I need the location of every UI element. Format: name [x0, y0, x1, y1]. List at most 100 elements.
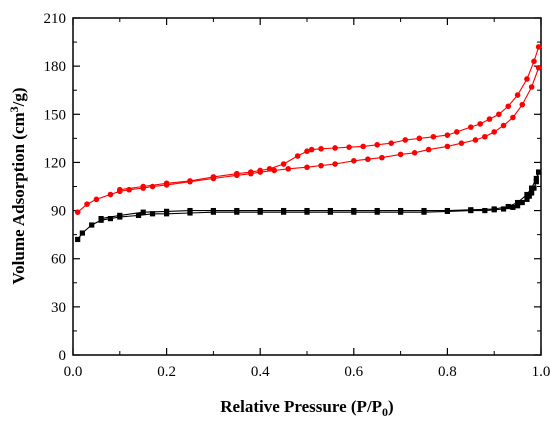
data-point [187, 207, 193, 214]
data-point [519, 101, 526, 108]
x-tick-label: 0.8 [438, 364, 457, 380]
data-point [500, 122, 507, 129]
data-point [117, 212, 123, 218]
y-axis-title-text: Volume Adsorption (cm [9, 112, 28, 284]
data-point [482, 207, 488, 214]
data-point [280, 161, 287, 167]
y-tick-label: 90 [51, 204, 66, 220]
data-point [89, 222, 95, 228]
data-point [285, 166, 292, 172]
data-point [444, 143, 451, 150]
data-point [477, 121, 483, 127]
series-line [77, 67, 540, 213]
data-point [351, 158, 357, 164]
data-point [308, 146, 315, 153]
data-point [318, 162, 324, 169]
data-point [187, 178, 193, 184]
data-point [327, 207, 333, 214]
data-point [491, 129, 498, 135]
x-tick-label: 0.4 [251, 364, 270, 380]
data-point [346, 144, 352, 150]
x-axis-title-text: Relative Pressure (P/P [220, 397, 382, 416]
data-point [397, 151, 404, 158]
data-point [234, 207, 240, 214]
data-point [514, 92, 521, 98]
data-point [411, 150, 418, 156]
data-point [425, 146, 432, 153]
data-point [75, 236, 81, 243]
y-tick-label: 0 [59, 348, 67, 364]
series-line [77, 171, 540, 240]
data-point [351, 207, 357, 214]
data-point [402, 137, 409, 143]
data-point [468, 124, 474, 130]
data-point [163, 180, 170, 187]
data-point [271, 167, 278, 174]
data-point [140, 209, 146, 215]
data-point [510, 204, 516, 210]
series-0 [75, 169, 542, 243]
data-point [515, 203, 521, 209]
data-point [510, 114, 516, 121]
data-point [365, 156, 371, 163]
data-point [444, 132, 451, 138]
x-tick-label: 0.6 [344, 364, 363, 380]
data-point [374, 207, 380, 214]
x-axis-title: Relative Pressure (P/P0) [220, 397, 393, 419]
data-point [531, 58, 537, 65]
data-point [304, 207, 310, 214]
y-tick-label: 180 [44, 59, 67, 75]
y-tick-label: 60 [51, 252, 66, 268]
series-1 [98, 169, 542, 222]
data-point [93, 196, 100, 203]
data-point [468, 207, 474, 213]
data-point [234, 170, 240, 177]
data-point [281, 207, 287, 214]
data-point [515, 199, 521, 206]
x-tick-label: 0.0 [64, 364, 83, 380]
data-point [524, 191, 530, 198]
data-point [210, 207, 216, 214]
data-point [416, 135, 423, 142]
data-point [374, 141, 381, 148]
data-point [210, 174, 217, 180]
data-point [135, 212, 142, 218]
y-axis-title-superscript: 3 [7, 106, 21, 112]
data-point [500, 206, 507, 212]
data-point [304, 148, 310, 154]
data-point [491, 206, 497, 212]
data-point [529, 185, 535, 191]
data-point [79, 230, 85, 236]
data-point [486, 116, 493, 122]
data-point [360, 143, 366, 150]
series-3 [117, 44, 542, 193]
y-tick-label: 210 [44, 11, 67, 27]
data-point [388, 140, 395, 146]
x-tick-label: 1.0 [532, 364, 550, 380]
data-point [444, 207, 450, 214]
data-point [505, 103, 512, 110]
data-point [482, 133, 488, 140]
x-axis-title-subscript: 0 [382, 405, 388, 419]
data-point [421, 207, 427, 214]
data-point [164, 208, 170, 214]
x-axis-title-end: ) [388, 397, 394, 416]
data-point [496, 111, 502, 118]
data-point [524, 76, 530, 82]
x-tick-label: 0.2 [157, 364, 176, 380]
data-point [535, 44, 542, 50]
data-point [453, 129, 460, 135]
data-point [117, 186, 123, 193]
data-point [398, 207, 404, 214]
data-point [248, 169, 254, 175]
y-axis-title: Volume Adsorption (cm3/g) [7, 87, 28, 284]
data-point [430, 133, 437, 140]
data-point [74, 209, 81, 215]
data-point [533, 179, 539, 185]
data-point [458, 140, 465, 146]
data-point [107, 191, 114, 198]
data-point [533, 175, 539, 182]
data-point [84, 201, 90, 207]
data-point [524, 196, 530, 202]
